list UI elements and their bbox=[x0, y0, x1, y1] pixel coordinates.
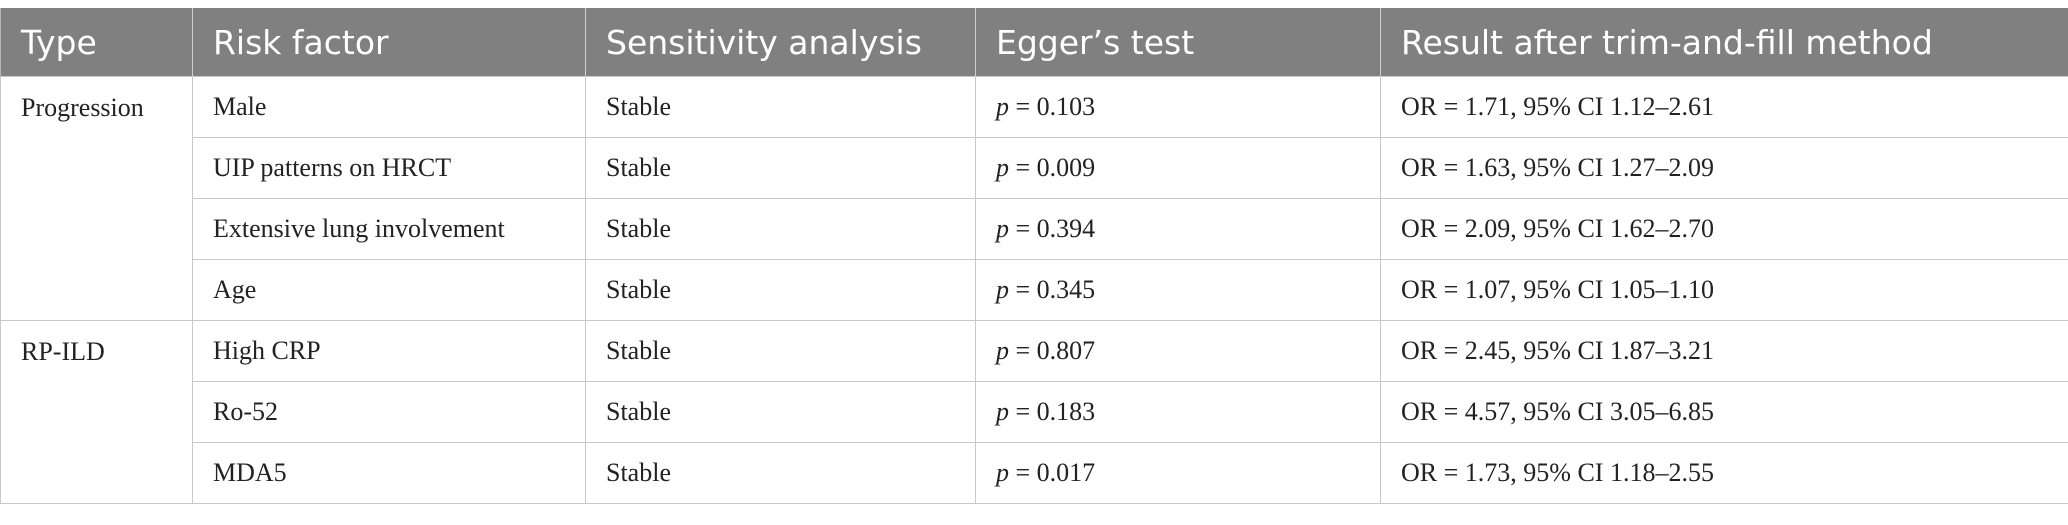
p-value: = 0.807 bbox=[1009, 336, 1096, 365]
table-row: Progression Male Stable p = 0.103 OR = 1… bbox=[0, 76, 2068, 321]
table-header: Type Risk factor Sensitivity analysis Eg… bbox=[0, 8, 2068, 77]
table-row: UIP patterns on HRCT Stable p = 0.009 OR… bbox=[1, 137, 2068, 199]
result-cell: OR = 4.57, 95% CI 3.05–6.85 bbox=[1380, 381, 2068, 443]
p-symbol: p bbox=[996, 275, 1009, 304]
egger-cell: p = 0.103 bbox=[975, 76, 1381, 138]
p-symbol: p bbox=[996, 397, 1009, 426]
risk-factor-cell: MDA5 bbox=[192, 442, 586, 504]
type-cell: Progression bbox=[0, 76, 193, 321]
egger-cell: p = 0.807 bbox=[975, 320, 1381, 382]
result-cell: OR = 1.71, 95% CI 1.12–2.61 bbox=[1380, 76, 2068, 138]
p-value: = 0.017 bbox=[1009, 458, 1096, 487]
egger-cell: p = 0.183 bbox=[975, 381, 1381, 443]
p-value: = 0.183 bbox=[1009, 397, 1096, 426]
header-eggers-test: Egger’s test bbox=[975, 8, 1381, 77]
sensitivity-cell: Stable bbox=[585, 137, 976, 199]
result-cell: OR = 2.09, 95% CI 1.62–2.70 bbox=[1380, 198, 2068, 260]
header-result-trim-and-fill: Result after trim-and-fill method bbox=[1380, 8, 2068, 77]
sensitivity-cell: Stable bbox=[585, 381, 976, 443]
table-row: Extensive lung involvement Stable p = 0.… bbox=[1, 198, 2068, 260]
sensitivity-analysis-table: Type Risk factor Sensitivity analysis Eg… bbox=[0, 8, 2068, 504]
p-symbol: p bbox=[996, 458, 1009, 487]
table-body: Progression Male Stable p = 0.103 OR = 1… bbox=[0, 76, 2068, 504]
egger-cell: p = 0.394 bbox=[975, 198, 1381, 260]
risk-factor-cell: UIP patterns on HRCT bbox=[192, 137, 586, 199]
p-symbol: p bbox=[996, 92, 1009, 121]
risk-factor-cell: Age bbox=[192, 259, 586, 321]
result-cell: OR = 1.73, 95% CI 1.18–2.55 bbox=[1380, 442, 2068, 504]
header-sensitivity-analysis: Sensitivity analysis bbox=[585, 8, 976, 77]
sensitivity-cell: Stable bbox=[585, 198, 976, 260]
table-row: MDA5 Stable p = 0.017 OR = 1.73, 95% CI … bbox=[1, 442, 2068, 504]
egger-cell: p = 0.345 bbox=[975, 259, 1381, 321]
p-symbol: p bbox=[996, 153, 1009, 182]
sensitivity-cell: Stable bbox=[585, 442, 976, 504]
p-value: = 0.009 bbox=[1009, 153, 1096, 182]
header-row: Type Risk factor Sensitivity analysis Eg… bbox=[0, 8, 2068, 77]
header-type: Type bbox=[0, 8, 193, 77]
egger-cell: p = 0.009 bbox=[975, 137, 1381, 199]
sensitivity-cell: Stable bbox=[585, 259, 976, 321]
risk-factor-cell: High CRP bbox=[192, 320, 586, 382]
type-cell: RP-ILD bbox=[0, 320, 193, 504]
egger-cell: p = 0.017 bbox=[975, 442, 1381, 504]
table-container: Type Risk factor Sensitivity analysis Eg… bbox=[0, 8, 2068, 504]
table-row: Ro-52 Stable p = 0.183 OR = 4.57, 95% CI… bbox=[1, 381, 2068, 443]
result-cell: OR = 1.63, 95% CI 1.27–2.09 bbox=[1380, 137, 2068, 199]
result-cell: OR = 2.45, 95% CI 1.87–3.21 bbox=[1380, 320, 2068, 382]
header-risk-factor: Risk factor bbox=[192, 8, 586, 77]
sensitivity-cell: Stable bbox=[585, 76, 976, 138]
p-symbol: p bbox=[996, 214, 1009, 243]
risk-factor-cell: Male bbox=[192, 76, 586, 138]
p-value: = 0.394 bbox=[1009, 214, 1096, 243]
p-value: = 0.345 bbox=[1009, 275, 1096, 304]
table-row: RP-ILD High CRP Stable p = 0.807 OR = 2.… bbox=[0, 320, 2068, 504]
table-row: Age Stable p = 0.345 OR = 1.07, 95% CI 1… bbox=[1, 259, 2068, 321]
sensitivity-cell: Stable bbox=[585, 320, 976, 382]
result-cell: OR = 1.07, 95% CI 1.05–1.10 bbox=[1380, 259, 2068, 321]
p-value: = 0.103 bbox=[1009, 92, 1096, 121]
p-symbol: p bbox=[996, 336, 1009, 365]
risk-factor-cell: Ro-52 bbox=[192, 381, 586, 443]
risk-factor-cell: Extensive lung involvement bbox=[192, 198, 586, 260]
